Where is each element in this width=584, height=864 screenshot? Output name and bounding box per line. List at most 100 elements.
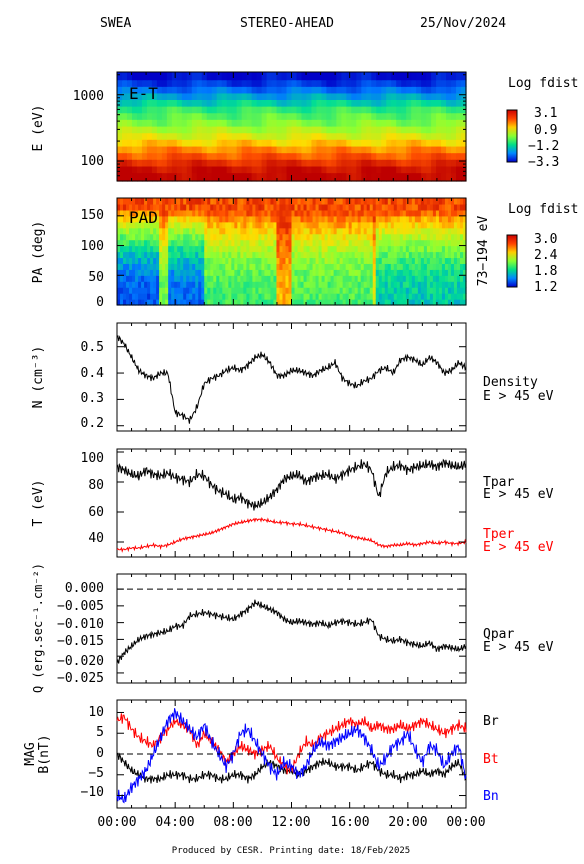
pad-cell [300, 281, 305, 288]
et-cell [321, 86, 327, 94]
pad-cell [408, 275, 413, 282]
pad-cell [228, 269, 232, 276]
et-cell [181, 165, 188, 174]
pad-cell [399, 215, 404, 223]
pad-cell [381, 221, 386, 229]
pad-colorbar [507, 235, 517, 287]
et-cell [341, 172, 347, 182]
pad-cell [186, 269, 190, 276]
pad-cell [129, 287, 133, 294]
et-cell [281, 72, 288, 81]
q-ytick-5: 0.000 [65, 581, 104, 596]
et-cell [306, 72, 313, 81]
pad-cell [327, 263, 332, 270]
pad-cell [360, 203, 365, 211]
pad-cell [162, 299, 166, 306]
et-cell [191, 112, 198, 120]
pad-cell [348, 239, 353, 247]
pad-cell [414, 203, 419, 211]
et-cell [336, 145, 342, 154]
pad-cell [135, 293, 139, 300]
pad-cell [327, 275, 332, 282]
et-cell [161, 119, 168, 127]
pad-cell [453, 269, 458, 276]
pad-cell [342, 293, 347, 300]
pad-cell [228, 287, 232, 294]
et-cell [376, 79, 382, 87]
pad-cell [249, 239, 253, 247]
pad-cell [387, 257, 392, 264]
et-cell [301, 145, 308, 154]
et-cell [281, 172, 288, 182]
pad-cell [357, 239, 362, 247]
pad-cell [342, 275, 347, 282]
pad-cell [153, 209, 157, 217]
et-cell [341, 152, 347, 160]
et-cell [321, 92, 327, 101]
pad-cell [210, 257, 214, 264]
pad-cell [327, 251, 332, 259]
pad-cell [453, 299, 458, 306]
pad-cell [246, 293, 250, 300]
et-cell [326, 112, 332, 120]
pad-cell [210, 251, 214, 259]
pad-cell [384, 287, 389, 294]
et-cbar-tick-3: −3.3 [528, 155, 559, 170]
et-cell [171, 79, 178, 87]
pad-cell [336, 215, 341, 223]
pad-cell [261, 239, 266, 247]
pad-cell [417, 287, 422, 294]
pad-cell [375, 263, 380, 270]
pad-colorbar-title: Log fdist [508, 202, 578, 217]
pad-cell [441, 275, 446, 282]
pad-cell [429, 209, 434, 217]
et-cell [191, 139, 198, 147]
et-cell [256, 125, 263, 134]
et-cell [456, 79, 462, 87]
pad-cell [336, 257, 341, 264]
pad-cell [327, 281, 332, 288]
pad-cell [300, 203, 305, 211]
pad-cell [120, 299, 124, 306]
et-cell [117, 119, 123, 127]
pad-cell [231, 221, 235, 229]
et-ytick-100: 100 [81, 154, 104, 169]
pad-cell [396, 251, 401, 259]
pad-cell [141, 215, 145, 223]
pad-cell [387, 281, 392, 288]
pad-cell [414, 251, 419, 259]
pad-cell [153, 245, 157, 253]
pad-cell [198, 287, 202, 294]
pad-cell [198, 209, 202, 217]
pad-cell [150, 245, 154, 253]
et-cell [401, 112, 407, 120]
pad-ytick-50: 50 [88, 270, 104, 285]
pad-cell [378, 293, 383, 300]
pad-cell [288, 198, 293, 205]
et-cell [426, 99, 432, 107]
pad-cell [318, 215, 323, 223]
et-cell [461, 139, 467, 147]
pad-cell [126, 257, 130, 264]
pad-cell [381, 293, 386, 300]
pad-cell [192, 209, 196, 217]
et-cell [441, 92, 447, 101]
pad-cell [459, 269, 464, 276]
density-ytick-0: 0.2 [81, 416, 104, 431]
et-cell [141, 145, 148, 154]
pad-cell [303, 245, 308, 253]
pad-cell [267, 239, 272, 247]
pad-cell [144, 227, 148, 235]
et-cell [241, 139, 248, 147]
et-cell [306, 119, 313, 127]
et-cell [296, 172, 303, 182]
et-cell [421, 139, 427, 147]
pad-cell [252, 227, 256, 235]
et-cell [316, 86, 323, 94]
pad-cell [375, 269, 380, 276]
pad-cell [342, 281, 347, 288]
et-cell [196, 112, 203, 120]
pad-cell [231, 287, 235, 294]
pad-cell [441, 221, 446, 229]
pad-cell [357, 299, 362, 306]
